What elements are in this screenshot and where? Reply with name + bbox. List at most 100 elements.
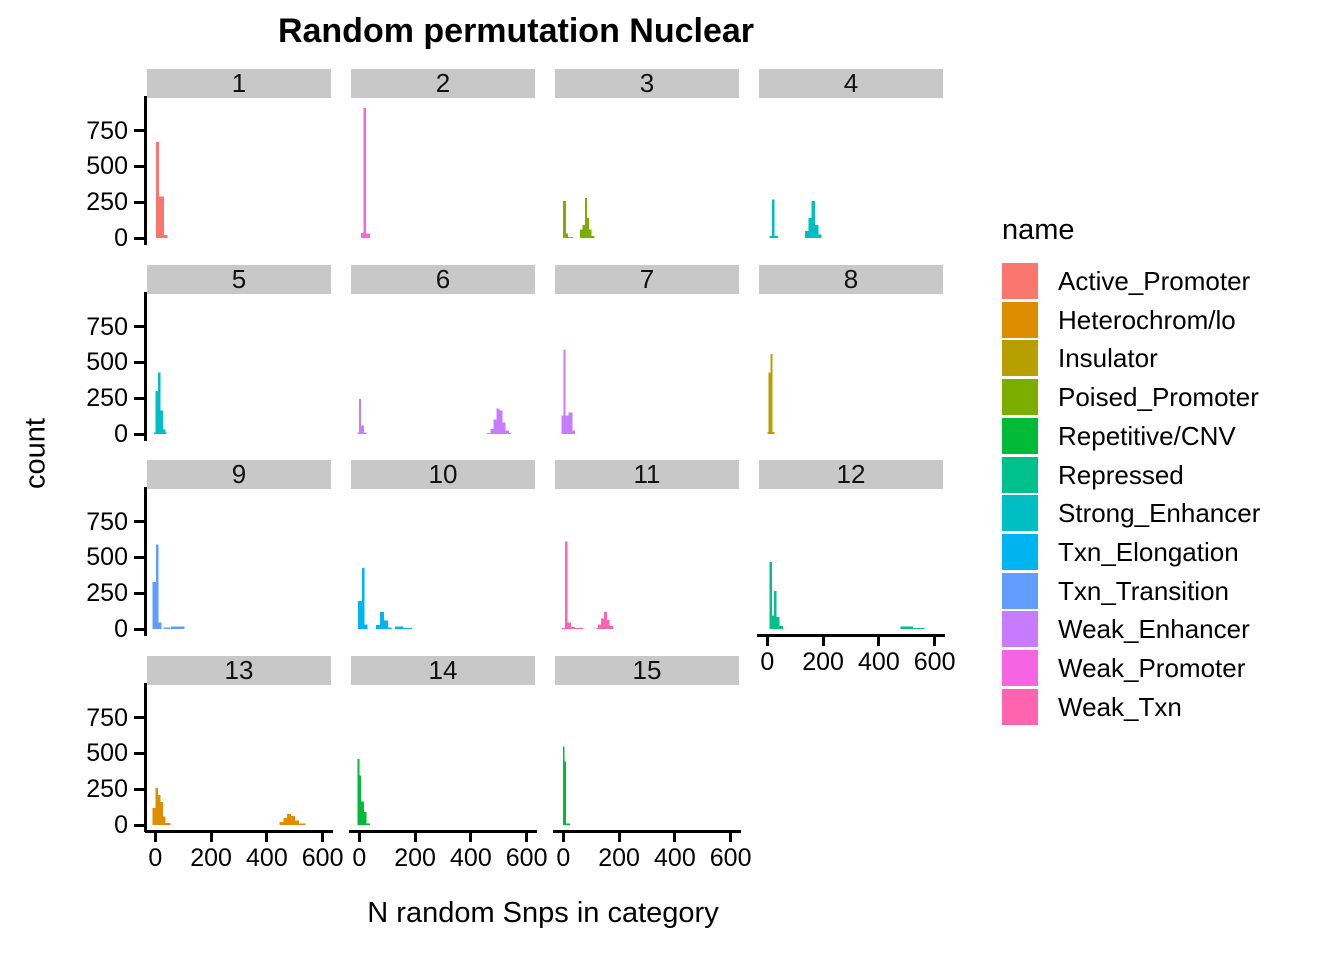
facet-panel-6 — [357, 398, 512, 434]
y-axis-tick-label: 750 — [86, 703, 128, 732]
facet-panel-7 — [561, 349, 576, 434]
histogram-bar — [502, 422, 506, 434]
facet-panel-12 — [769, 561, 925, 629]
legend-item: Poised_Promoter — [1002, 379, 1259, 416]
histogram-bar — [283, 817, 288, 825]
histogram-bar — [493, 419, 497, 434]
x-axis-line — [145, 830, 333, 833]
legend-label: Insulator — [1058, 343, 1158, 374]
facet-strip-9: 9 — [147, 459, 331, 489]
histogram-bar — [564, 761, 567, 825]
histogram-bar — [505, 430, 509, 434]
histogram-bar — [357, 759, 360, 825]
x-axis-tick-label: 600 — [301, 844, 344, 872]
y-axis-tick — [134, 164, 144, 168]
histogram-bar — [365, 233, 371, 238]
legend-item: Txn_Elongation — [1002, 533, 1239, 570]
legend-swatch — [1002, 417, 1038, 454]
x-axis-tick — [729, 833, 733, 842]
histogram-bar — [357, 601, 362, 629]
x-axis-tick-label: 0 — [352, 844, 367, 872]
histogram-bar — [383, 620, 388, 629]
facet-strip-14: 14 — [351, 655, 535, 685]
x-axis-tick — [153, 833, 157, 842]
x-axis-tick — [821, 637, 825, 646]
histogram-bar — [587, 217, 590, 238]
x-axis-tick-label: 600 — [913, 648, 956, 676]
histogram-bar — [779, 626, 783, 629]
histogram-bar — [487, 433, 512, 434]
x-axis-tick — [561, 833, 565, 842]
x-axis-tick — [265, 833, 269, 842]
histogram-bar — [298, 823, 306, 825]
histogram-bar — [153, 432, 167, 434]
legend-item: Weak_Promoter — [1002, 650, 1245, 686]
legend-swatch — [1002, 688, 1038, 725]
x-axis-tick-label: 600 — [505, 844, 548, 872]
x-axis-tick — [209, 833, 213, 842]
y-axis-tick — [134, 396, 144, 400]
histogram-bar — [597, 624, 601, 629]
histogram-bar — [366, 823, 370, 825]
x-axis-tick-label: 200 — [598, 844, 640, 872]
x-axis-tick-label: 400 — [654, 844, 696, 872]
x-axis-line — [349, 830, 537, 833]
legend-label: Weak_Promoter — [1058, 653, 1246, 683]
y-axis-tick-label: 500 — [86, 152, 128, 181]
histogram-bar — [815, 225, 819, 238]
x-axis-tick-label: 400 — [246, 844, 288, 872]
x-axis-tick — [933, 637, 937, 646]
y-axis-tick-label: 0 — [114, 811, 128, 839]
x-axis-tick — [617, 833, 621, 842]
histogram-bar — [563, 349, 566, 434]
y-axis-tick — [134, 129, 144, 133]
legend-item: Repetitive/CNV — [1002, 417, 1236, 454]
legend-item: Active_Promoter — [1002, 263, 1250, 299]
facet-strip-3: 3 — [555, 68, 739, 98]
histogram-bar — [589, 229, 592, 238]
y-axis-tick — [134, 432, 144, 436]
facet-panel-10 — [357, 568, 412, 629]
histogram-bar — [565, 233, 569, 238]
histogram-bar — [162, 816, 166, 825]
histogram-bar — [769, 561, 772, 629]
y-axis-tick — [134, 716, 144, 720]
x-axis-tick — [469, 833, 473, 842]
histogram-bar — [387, 627, 392, 629]
y-axis-tick — [134, 520, 144, 524]
histogram-bar — [158, 196, 165, 238]
histogram-bar — [155, 142, 159, 238]
histogram-bar — [580, 229, 583, 238]
x-axis-tick — [357, 833, 361, 842]
y-axis-tick — [134, 555, 144, 559]
histogram-bar — [771, 199, 775, 238]
x-axis-tick-label: 0 — [148, 844, 163, 872]
facet-strip-6: 6 — [351, 264, 535, 294]
histogram-bar — [363, 812, 367, 825]
y-axis-tick — [134, 200, 144, 204]
x-axis-line — [757, 634, 945, 637]
facet-strip-2: 2 — [351, 68, 535, 98]
histogram-bar — [568, 412, 573, 434]
facet-panel-15 — [562, 746, 571, 825]
y-axis-tick — [134, 591, 144, 595]
histogram-bar — [900, 626, 914, 629]
histogram-bar — [805, 230, 809, 238]
histogram-bar — [768, 372, 771, 434]
histogram-bar — [609, 625, 613, 629]
legend-label: Weak_Enhancer — [1058, 614, 1250, 645]
legend-swatch — [1002, 495, 1038, 532]
histogram-bar — [379, 611, 384, 629]
histogram-bar — [155, 391, 158, 434]
facet-strip-label: 1 — [231, 68, 247, 98]
facet-strip-label: 15 — [632, 655, 662, 685]
facet-strip-1: 1 — [147, 68, 331, 98]
legend-label: Txn_Elongation — [1058, 536, 1239, 567]
histogram-bar — [769, 236, 778, 238]
histogram-bar — [359, 775, 362, 825]
histogram-bar — [582, 225, 586, 238]
legend-swatch — [1002, 611, 1038, 648]
histogram-bar — [570, 627, 575, 629]
histogram-bar — [601, 618, 605, 629]
facet-strip-13: 13 — [147, 655, 331, 685]
